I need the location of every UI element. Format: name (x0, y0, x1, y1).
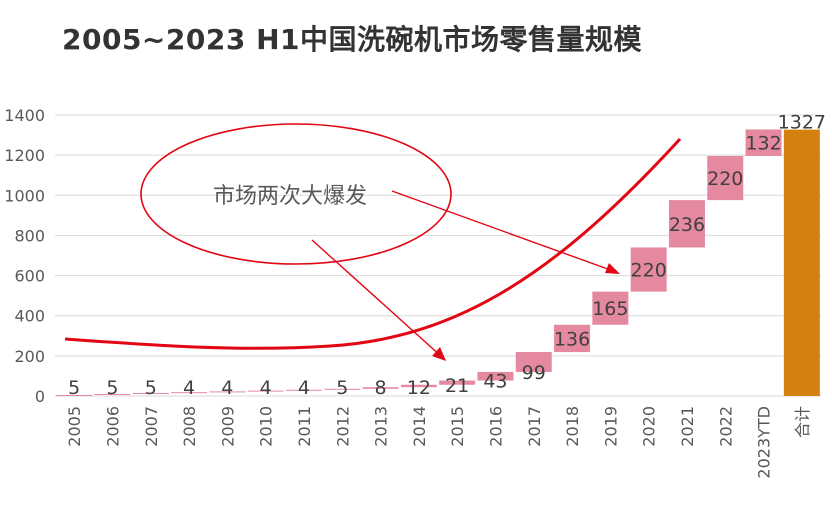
data-label: 236 (669, 214, 705, 236)
y-tick-label: 800 (14, 226, 45, 245)
bar (439, 380, 476, 385)
data-label: 5 (336, 377, 348, 399)
annotation-text: 市场两次大爆发 (213, 184, 367, 209)
data-label: 132 (745, 133, 781, 155)
x-tick-label: 2017 (525, 406, 544, 447)
bar (362, 387, 399, 389)
x-tick-label: 合计 (793, 406, 812, 438)
y-tick-label: 1400 (4, 106, 45, 125)
bar (285, 389, 322, 391)
data-label: 5 (68, 377, 80, 399)
bar (400, 384, 437, 388)
bar (707, 155, 744, 201)
total-bar (783, 129, 820, 396)
x-tick-label: 2013 (372, 406, 391, 447)
x-tick-label: 2023YTD (755, 406, 774, 479)
x-tick-label: 2016 (486, 406, 505, 447)
data-label: 5 (145, 377, 157, 399)
bar (668, 200, 705, 248)
arrow-2-head (432, 347, 446, 361)
y-tick-label: 400 (14, 307, 45, 326)
data-label: 99 (522, 362, 546, 384)
x-axis-ticks: 2005 2006 2007 2008 2009 2010 2011 2012 2013 2014… (65, 406, 812, 479)
arrow-1-head (605, 263, 620, 274)
data-label: 43 (483, 371, 507, 393)
bar (554, 324, 591, 353)
x-tick-label: 2015 (448, 406, 467, 447)
y-tick-label: 1200 (4, 146, 45, 165)
arrow-2 (311, 239, 443, 358)
y-axis-ticks: 0 200 400 600 800 1000 1200 1400 (4, 106, 45, 406)
x-tick-label: 2006 (103, 406, 122, 447)
bar (94, 393, 131, 395)
data-label: 12 (407, 377, 431, 399)
x-tick-label: 2010 (257, 406, 276, 447)
data-label: 136 (554, 328, 590, 350)
x-tick-label: 2019 (601, 406, 620, 447)
data-label: 165 (592, 298, 628, 320)
data-label: 5 (106, 377, 118, 399)
x-tick-label: 2008 (180, 406, 199, 447)
data-label: 21 (445, 375, 469, 397)
x-tick-label: 2018 (563, 406, 582, 447)
data-label: 4 (298, 377, 310, 399)
trend-curve (64, 137, 682, 350)
annotation-layer: 市场两次大爆发 (64, 123, 682, 361)
bar (56, 394, 93, 396)
bar (209, 391, 246, 393)
bar (515, 352, 552, 372)
x-tick-label: 2014 (410, 406, 429, 447)
x-tick-label: 2005 (65, 406, 84, 447)
chart-title: 2005~2023 H1中国洗碗机市场零售量规模 (62, 23, 642, 56)
data-label: 4 (260, 377, 272, 399)
bar (132, 392, 169, 394)
bars (56, 129, 820, 396)
data-label: 4 (183, 377, 195, 399)
data-label: 220 (631, 260, 667, 282)
x-tick-label: 2022 (716, 406, 735, 447)
bar (324, 388, 361, 390)
x-tick-label: 2007 (142, 406, 161, 447)
bar (477, 371, 514, 381)
data-label: 8 (375, 377, 387, 399)
bar (745, 129, 782, 156)
x-tick-label: 2012 (333, 406, 352, 447)
y-tick-label: 200 (14, 347, 45, 366)
y-tick-label: 600 (14, 267, 45, 286)
x-tick-label: 2020 (640, 406, 659, 447)
x-tick-label: 2021 (678, 406, 697, 447)
bar (630, 247, 667, 292)
data-label: 1327 (778, 112, 826, 134)
data-label: 220 (707, 168, 743, 190)
y-tick-label: 1000 (4, 186, 45, 205)
x-tick-label: 2009 (218, 406, 237, 447)
arrow-1 (391, 190, 617, 273)
bar (247, 390, 284, 392)
bar (171, 392, 208, 394)
annotation-ellipse (140, 123, 452, 265)
x-tick-label: 2011 (295, 406, 314, 447)
y-tick-label: 0 (35, 387, 45, 406)
data-label: 4 (221, 377, 233, 399)
bar (592, 291, 629, 325)
